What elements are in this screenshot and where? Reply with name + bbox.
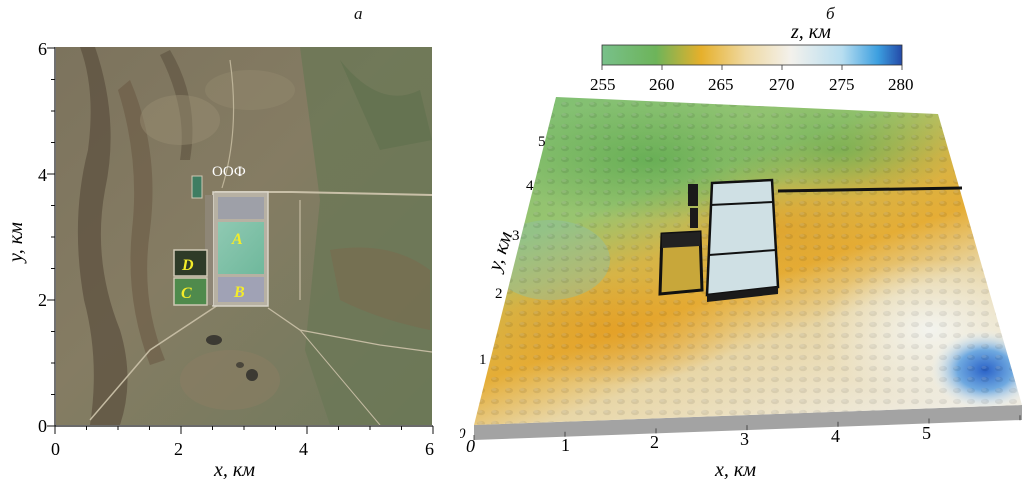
panel-b-terrain-3d: z, км 255 260 265 270 275 280 0 1 2 3 4 [460,21,1022,479]
pond-label-d: D [181,257,194,274]
a-x-tick-2: 2 [174,439,183,459]
a-y-tick-2: 2 [38,290,47,310]
b-y-tick-5: 5 [538,134,546,150]
terrain-base-front [474,405,1022,440]
b-y-tick-2: 2 [495,286,503,302]
colorbar-tick-255: 255 [590,75,616,94]
colorbar-tick-275: 275 [829,75,855,94]
colorbar-title: z, км [790,21,831,43]
b-x-tick-5: 5 [922,423,931,443]
pond-a [218,222,264,274]
b-y-tick-0: 0 [460,426,466,442]
panel-b-tick-marks [473,415,1021,440]
pond-label-c: C [181,285,192,302]
b-y-axis-label: y, км [483,229,517,276]
a-y-axis-label: y, км [5,222,27,264]
colorbar-tick-260: 260 [649,75,675,94]
panel-a-letter: а [354,4,363,23]
a-x-axis-label: x, км [213,459,255,479]
pond-c [173,277,208,306]
a-x-tick-4: 4 [299,439,308,459]
colorbar-tick-280: 280 [888,75,914,94]
colorbar [601,44,903,66]
a-y-tick-6: 6 [38,39,47,59]
facility-3d [658,178,780,302]
b-y-tick-3: 3 [512,228,520,244]
b-y-tick-1: 1 [479,352,487,368]
panel-b-letter: б [826,4,835,23]
colorbar-tick-270: 270 [769,75,795,94]
panel-a-tick-marks [47,47,434,434]
b-y-tick-4: 4 [526,178,534,194]
b-x-tick-1: 1 [561,435,570,455]
a-x-tick-0: 0 [51,439,60,459]
b-x-tick-2: 2 [650,432,659,452]
colorbar-tick-marks [601,65,903,70]
b-x-axis-label: x, км [714,459,756,479]
pond-label-a: A [231,231,243,248]
panel-a-satellite-map: ООФ A B C D 0 2 4 6 0 2 4 6 x, км y, км [5,39,434,479]
b-x-tick-0: 0 [466,436,475,456]
pond-d [173,249,208,277]
terrain-road [777,186,963,193]
pond-label-b: B [233,284,245,301]
b-x-tick-3: 3 [740,429,749,449]
pond-b [218,277,264,302]
a-y-tick-4: 4 [38,165,47,185]
a-x-tick-6: 6 [425,439,434,459]
facility-label: ООФ [212,164,246,180]
b-x-tick-4: 4 [831,426,840,446]
a-y-tick-0: 0 [38,416,47,436]
colorbar-tick-265: 265 [708,75,734,94]
